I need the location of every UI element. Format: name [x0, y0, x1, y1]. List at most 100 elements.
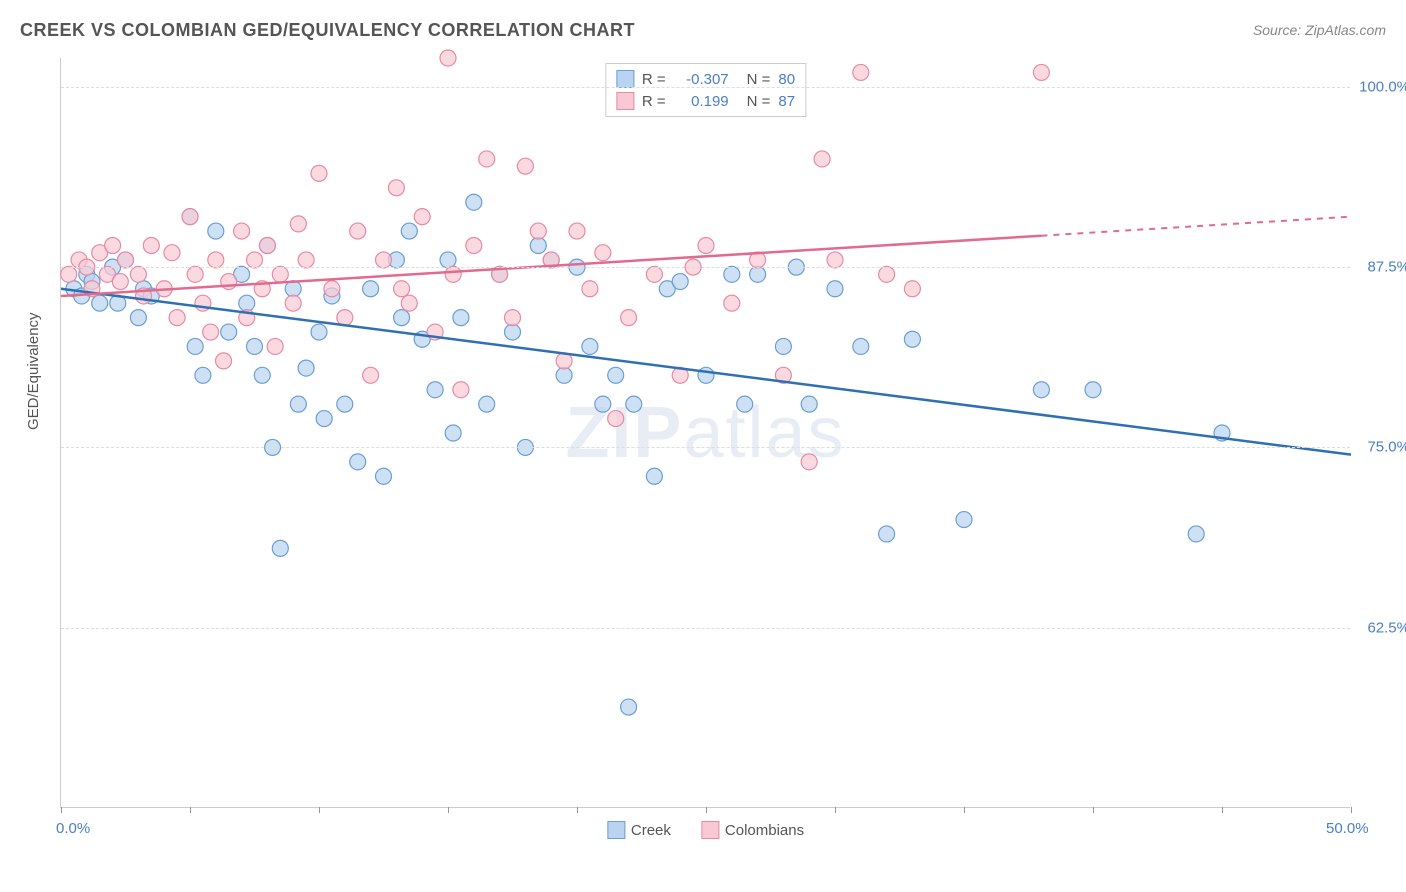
scatter-point [247, 252, 263, 268]
scatter-point [466, 238, 482, 254]
scatter-point [569, 223, 585, 239]
scatter-point [363, 367, 379, 383]
scatter-point [267, 338, 283, 354]
scatter-point [595, 396, 611, 412]
legend-item: Creek [607, 821, 671, 839]
y-tick-label: 75.0% [1367, 439, 1406, 456]
scatter-point [203, 324, 219, 340]
legend-swatch [616, 92, 634, 110]
x-tick [1222, 807, 1223, 813]
scatter-point [904, 331, 920, 347]
scatter-point [1033, 382, 1049, 398]
x-tick-label: 50.0% [1326, 820, 1369, 837]
scatter-point [401, 295, 417, 311]
scatter-point [61, 266, 77, 282]
x-tick [1351, 807, 1352, 813]
scatter-point [105, 238, 121, 254]
plot-svg [61, 58, 1350, 807]
scatter-point [195, 367, 211, 383]
scatter-point [1188, 526, 1204, 542]
scatter-point [350, 223, 366, 239]
scatter-point [453, 310, 469, 326]
scatter-point [750, 266, 766, 282]
x-tick [835, 807, 836, 813]
scatter-point [440, 50, 456, 66]
scatter-point [272, 266, 288, 282]
scatter-point [254, 367, 270, 383]
scatter-point [130, 310, 146, 326]
legend-item: Colombians [701, 821, 804, 839]
scatter-point [530, 223, 546, 239]
scatter-point [517, 158, 533, 174]
trend-line-dashed [1041, 217, 1351, 236]
x-tick [190, 807, 191, 813]
scatter-point [337, 396, 353, 412]
series-legend: Creek Colombians [607, 821, 804, 839]
scatter-point [247, 338, 263, 354]
scatter-point [626, 396, 642, 412]
scatter-point [646, 468, 662, 484]
scatter-point [440, 252, 456, 268]
scatter-point [479, 396, 495, 412]
scatter-point [466, 194, 482, 210]
y-tick-label: 62.5% [1367, 619, 1406, 636]
scatter-point [216, 353, 232, 369]
scatter-point [853, 64, 869, 80]
r-label: R = [642, 93, 666, 110]
scatter-point [92, 295, 108, 311]
scatter-point [311, 324, 327, 340]
scatter-point [827, 252, 843, 268]
x-tick [319, 807, 320, 813]
scatter-point [698, 238, 714, 254]
legend-label: Colombians [725, 822, 804, 839]
n-label: N = [747, 71, 771, 88]
y-tick-label: 100.0% [1359, 78, 1406, 95]
scatter-point [376, 252, 392, 268]
scatter-point [118, 252, 134, 268]
scatter-point [1033, 64, 1049, 80]
scatter-point [221, 324, 237, 340]
scatter-point [853, 338, 869, 354]
scatter-point [445, 425, 461, 441]
scatter-point [187, 266, 203, 282]
scatter-point [582, 281, 598, 297]
scatter-point [272, 540, 288, 556]
scatter-point [608, 367, 624, 383]
scatter-point [879, 266, 895, 282]
scatter-point [388, 180, 404, 196]
scatter-point [814, 151, 830, 167]
scatter-point [285, 295, 301, 311]
scatter-point [801, 396, 817, 412]
scatter-point [737, 396, 753, 412]
scatter-point [316, 411, 332, 427]
scatter-point [298, 360, 314, 376]
scatter-point [621, 699, 637, 715]
scatter-point [259, 238, 275, 254]
chart-title: CREEK VS COLOMBIAN GED/EQUIVALENCY CORRE… [20, 20, 635, 41]
scatter-point [164, 245, 180, 261]
scatter-point [827, 281, 843, 297]
scatter-point [169, 310, 185, 326]
scatter-point [187, 338, 203, 354]
scatter-point [582, 338, 598, 354]
scatter-point [724, 295, 740, 311]
scatter-point [394, 310, 410, 326]
scatter-point [290, 216, 306, 232]
source-label: Source: ZipAtlas.com [1253, 22, 1386, 38]
y-axis-label: GED/Equivalency [25, 312, 42, 430]
scatter-point [879, 526, 895, 542]
scatter-point [337, 310, 353, 326]
legend-swatch [701, 821, 719, 839]
scatter-point [1085, 382, 1101, 398]
scatter-point [445, 266, 461, 282]
scatter-point [608, 411, 624, 427]
gridline-h [61, 447, 1350, 448]
scatter-point [143, 238, 159, 254]
scatter-point [453, 382, 469, 398]
n-value: 80 [778, 71, 795, 88]
scatter-point [290, 396, 306, 412]
x-tick [61, 807, 62, 813]
scatter-point [112, 274, 128, 290]
scatter-point [904, 281, 920, 297]
scatter-point [801, 454, 817, 470]
